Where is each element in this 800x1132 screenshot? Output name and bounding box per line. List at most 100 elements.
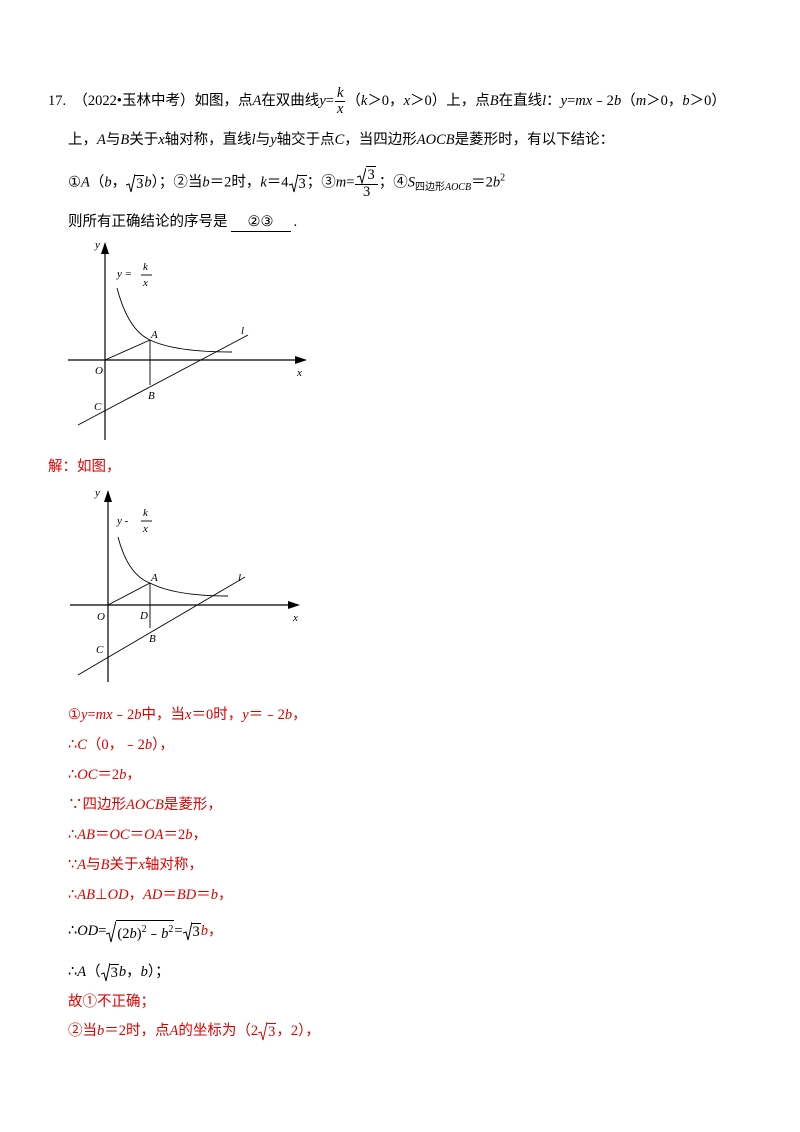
text-segment: AOCB xyxy=(416,132,455,148)
text-segment: ， xyxy=(128,887,144,903)
text-segment: l xyxy=(542,92,547,109)
math-part xyxy=(106,920,117,942)
text-segment: ＝ xyxy=(129,827,145,843)
formula: y = xyxy=(116,268,132,280)
solution-line: ∴C（0，﹣2b）， xyxy=(68,735,174,755)
text-segment: ＝4 xyxy=(266,174,289,191)
axis-label: y xyxy=(94,487,100,499)
radical: 3 xyxy=(100,963,119,982)
text-segment: ＝ xyxy=(94,827,110,843)
text-segment: ＞0， xyxy=(367,92,404,109)
text-segment: 2 xyxy=(500,172,506,184)
figure-stroke xyxy=(104,490,112,502)
text-segment: C xyxy=(77,737,87,753)
text-segment: 故①不正确； xyxy=(68,994,155,1010)
point-label: O xyxy=(95,365,103,377)
text-segment: ＝2时， xyxy=(209,174,261,191)
text-segment: 解：如图， xyxy=(48,459,121,475)
text-segment: ＝ xyxy=(162,887,177,903)
text-segment: 轴对称，直线 xyxy=(164,132,252,148)
text-segment: b xyxy=(144,174,152,191)
text-segment: ∵四边形 xyxy=(68,797,126,813)
formula: y - xyxy=(116,515,129,527)
text-segment: ；④ xyxy=(378,174,408,191)
figure: y y = k x A l O x C B xyxy=(68,239,307,440)
text-segment: S xyxy=(407,174,415,191)
axis-label: x xyxy=(296,367,302,379)
math-part xyxy=(100,963,110,982)
text-segment: b xyxy=(129,925,137,942)
text-segment: ∴ xyxy=(68,964,78,980)
text-segment: A xyxy=(77,857,87,873)
text-segment: b xyxy=(492,174,501,191)
figure-stroke xyxy=(104,339,151,361)
text-segment: A xyxy=(252,92,262,109)
text-segment: ）； xyxy=(147,964,170,980)
text-segment: 与 xyxy=(255,132,271,148)
radical: 3 xyxy=(258,1022,277,1041)
text-segment: x xyxy=(185,707,192,723)
solution-line: ∴AB⊥OD，AD＝BD＝b， xyxy=(68,885,232,905)
text-segment: ∵ xyxy=(68,857,78,873)
text-segment: （0，﹣2 xyxy=(86,737,145,753)
question-line: 上，A与B关于x轴对称，直线l与y轴交于点C，当四边形AOCB是菱形时，有以下结… xyxy=(68,130,614,150)
figure-stroke xyxy=(295,356,307,364)
text-segment: ⊥ xyxy=(94,887,108,903)
text-segment: y xyxy=(81,707,88,723)
figure-stroke xyxy=(116,287,233,353)
text-segment: = xyxy=(325,92,334,109)
radical: 3 xyxy=(126,173,145,193)
math-part xyxy=(126,173,136,192)
text-segment: OA xyxy=(144,827,164,843)
text-segment: ＞0） xyxy=(689,92,726,109)
text-segment: 与 xyxy=(105,132,121,148)
text-segment: x xyxy=(336,101,344,117)
solution-line: ∴OC＝2b， xyxy=(68,765,141,785)
text-segment: ， xyxy=(217,887,233,903)
text-segment: 在双曲线 xyxy=(261,92,320,109)
point-label: B xyxy=(149,633,156,645)
point-label: C xyxy=(96,644,104,656)
text-segment: 3 xyxy=(109,964,119,982)
text-segment: ＝2时，点 xyxy=(104,1023,170,1039)
text-segment: 上， xyxy=(68,132,97,148)
text-segment: b xyxy=(161,925,169,942)
text-segment: AD xyxy=(143,887,163,903)
text-segment: . xyxy=(293,214,298,230)
text-segment: 在直线 xyxy=(498,92,543,109)
text-segment: k xyxy=(260,174,267,191)
text-segment: AOCB xyxy=(444,182,472,194)
point-label: B xyxy=(148,390,155,402)
text-segment: ∴ xyxy=(68,887,78,903)
text-segment: 17. xyxy=(48,92,67,109)
text-segment: ， xyxy=(126,964,141,980)
axis-label: x xyxy=(292,612,298,624)
text-segment: 关于 xyxy=(129,132,159,148)
text-segment: B xyxy=(100,857,110,873)
text-segment: ）， xyxy=(152,737,174,753)
text-segment: ＝2 xyxy=(163,827,186,843)
text-segment: k xyxy=(360,92,368,109)
text-segment: = xyxy=(567,92,576,109)
point-label: D xyxy=(139,610,148,622)
text-segment: ，当四边形 xyxy=(344,132,417,148)
text-segment: 的坐标为（2 xyxy=(178,1023,259,1039)
text-segment: = xyxy=(87,707,96,723)
text-segment: b xyxy=(104,174,112,191)
text-segment: ＝﹣2 xyxy=(248,707,285,723)
text-segment: C xyxy=(334,132,345,148)
text-segment: b xyxy=(682,92,690,109)
text-segment: ﹣ xyxy=(146,925,162,942)
formula: k xyxy=(143,507,149,519)
text-segment: ＞0）上，点 xyxy=(410,92,490,109)
formula: k xyxy=(143,261,149,273)
point-label: A xyxy=(150,572,158,584)
figure-stroke xyxy=(77,334,249,426)
text-segment: ＝0时， xyxy=(191,707,243,723)
text-segment: AB xyxy=(77,887,95,903)
text-segment: ∴ xyxy=(68,922,78,939)
math-part: (2b)2﹣b2 xyxy=(116,920,175,943)
text-segment: ＝2 xyxy=(97,767,120,783)
text-segment: B xyxy=(120,132,130,148)
